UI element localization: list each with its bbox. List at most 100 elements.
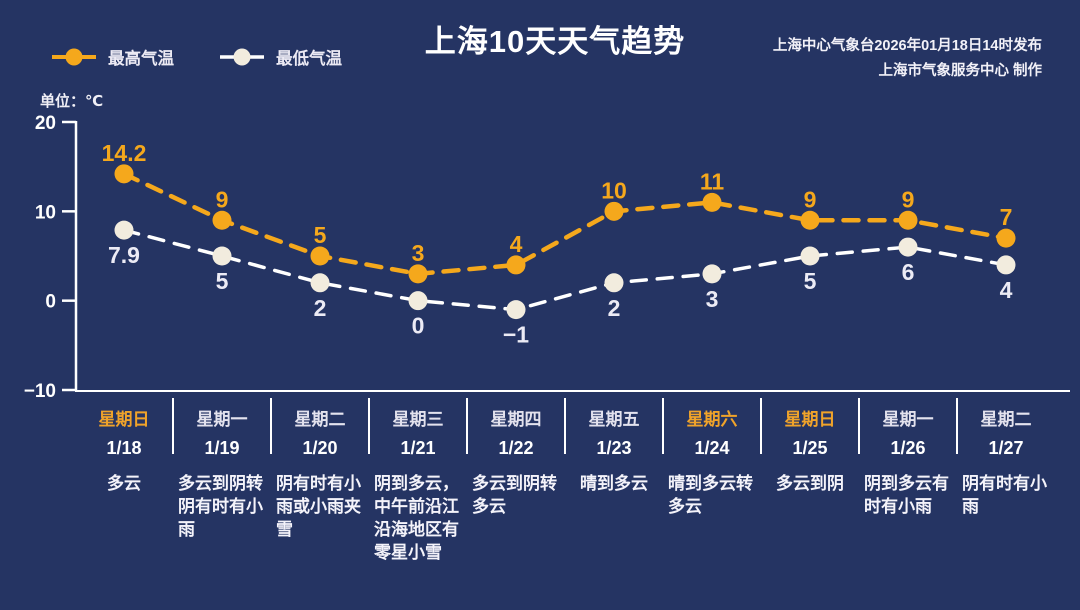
max-temp-point xyxy=(310,246,330,266)
date-label: 1/24 xyxy=(694,438,730,458)
y-axis-tick-label: 10 xyxy=(35,202,56,223)
max-temp-value-label: 5 xyxy=(314,222,327,248)
max-temp-point xyxy=(408,264,428,284)
min-temp-value-label: 2 xyxy=(608,295,621,321)
column-divider xyxy=(466,398,468,454)
max-temp-point xyxy=(800,210,820,230)
min-temp-value-label: 4 xyxy=(1000,277,1013,303)
weather-description: 多云到阴转阴有时有小雨 xyxy=(178,474,263,539)
max-temp-point xyxy=(212,210,232,230)
min-temp-point xyxy=(310,273,330,293)
min-temp-point xyxy=(800,246,820,266)
column-divider xyxy=(662,398,664,454)
date-label: 1/22 xyxy=(498,438,534,458)
column-divider xyxy=(270,398,272,454)
min-temp-point xyxy=(212,246,232,266)
column-divider xyxy=(368,398,370,454)
min-temp-value-label: 3 xyxy=(706,286,719,312)
weekday-label: 星期日 xyxy=(98,410,150,429)
day-column: 星期二 1/20 阴有时有小雨或小雨夹雪 xyxy=(271,392,369,541)
weekday-label: 星期四 xyxy=(490,410,542,429)
weekday-label: 星期日 xyxy=(784,410,836,429)
max-temp-value-label: 3 xyxy=(412,240,425,266)
day-column: 星期日 1/18 多云 xyxy=(75,392,173,495)
date-label: 1/21 xyxy=(400,438,436,458)
min-temp-value-label: −1 xyxy=(503,322,529,348)
min-temp-value-label: 2 xyxy=(314,295,327,321)
weekday-label: 星期一 xyxy=(196,410,248,429)
min-temp-point xyxy=(702,264,722,284)
weather-description: 阴有时有小雨 xyxy=(962,474,1047,516)
max-temp-value-label: 14.2 xyxy=(102,140,147,166)
column-divider xyxy=(564,398,566,454)
date-label: 1/20 xyxy=(302,438,338,458)
day-column: 星期三 1/21 阴到多云，中午前沿江沿海地区有零星小雪 xyxy=(369,392,467,564)
weekday-label: 星期二 xyxy=(980,410,1032,429)
day-column: 星期日 1/25 多云到阴 xyxy=(761,392,859,495)
min-temp-value-label: 5 xyxy=(804,268,817,294)
min-temp-value-label: 5 xyxy=(216,268,229,294)
day-column: 星期六 1/24 晴到多云转多云 xyxy=(663,392,761,518)
y-axis-tick-label: 20 xyxy=(35,113,56,134)
weather-description: 晴到多云转多云 xyxy=(668,474,753,516)
y-axis-tick-label: −10 xyxy=(24,381,56,402)
weekday-label: 星期六 xyxy=(686,410,738,429)
legend-min-label: 最低气温 xyxy=(276,50,342,68)
weekday-label: 星期三 xyxy=(392,410,444,429)
max-temp-point xyxy=(702,192,722,212)
date-label: 1/19 xyxy=(204,438,240,458)
day-column: 星期一 1/26 阴到多云有时有小雨 xyxy=(859,392,957,518)
max-temp-point xyxy=(996,228,1016,248)
date-label: 1/25 xyxy=(792,438,828,458)
date-label: 1/23 xyxy=(596,438,632,458)
max-temp-value-label: 9 xyxy=(216,186,229,212)
min-temp-value-label: 0 xyxy=(412,313,425,339)
day-column: 星期四 1/22 多云到阴转多云 xyxy=(467,392,565,518)
day-column: 星期二 1/27 阴有时有小雨 xyxy=(957,392,1055,518)
weather-description: 晴到多云 xyxy=(580,474,648,493)
max-temp-line xyxy=(121,171,1009,277)
legend-item-min-temp: 最低气温 xyxy=(218,44,342,70)
weekday-label: 星期二 xyxy=(294,410,346,429)
legend-item-max-temp: 最高气温 xyxy=(50,44,174,70)
weather-description: 多云 xyxy=(107,474,141,493)
weather-description: 阴到多云，中午前沿江沿海地区有零星小雪 xyxy=(374,474,459,562)
column-divider xyxy=(172,398,174,454)
max-temp-legend-marker-icon xyxy=(52,48,96,66)
source-block: 上海中心气象台2026年01月18日14时发布 上海市气象服务中心 制作 xyxy=(773,34,1042,84)
min-temp-value-label: 6 xyxy=(902,259,915,285)
min-temp-point xyxy=(114,220,134,240)
day-column: 星期五 1/23 晴到多云 xyxy=(565,392,663,495)
max-temp-value-label: 4 xyxy=(510,231,523,257)
weekday-label: 星期一 xyxy=(882,410,934,429)
column-divider xyxy=(858,398,860,454)
min-temp-point xyxy=(408,291,428,311)
weekday-label: 星期五 xyxy=(588,410,640,429)
producer-text: 上海市气象服务中心 制作 xyxy=(878,63,1042,79)
date-label: 1/18 xyxy=(106,438,142,458)
issued-text: 上海中心气象台2026年01月18日14时发布 xyxy=(772,38,1042,54)
weather-description: 阴有时有小雨或小雨夹雪 xyxy=(276,474,361,539)
column-divider xyxy=(956,398,958,454)
max-temp-value-label: 7 xyxy=(1000,204,1013,230)
page-title: 上海10天天气趋势 xyxy=(424,24,686,59)
unit-label: 单位：℃ xyxy=(40,93,104,110)
legend-max-label: 最高气温 xyxy=(108,50,174,68)
max-temp-point xyxy=(506,255,526,275)
chart-legend: 最高气温 最低气温 xyxy=(50,44,342,70)
min-temp-point xyxy=(996,255,1016,275)
min-temp-point xyxy=(898,237,918,257)
day-table: 星期日 1/18 多云 星期一 1/19 多云到阴转阴有时有小雨 星期二 1/20 阴有时有小雨… xyxy=(75,390,1070,600)
weather-description: 多云到阴 xyxy=(776,474,844,493)
min-temp-legend-marker-icon xyxy=(220,48,264,66)
max-temp-value-label: 9 xyxy=(804,186,817,212)
day-column: 星期一 1/19 多云到阴转阴有时有小雨 xyxy=(173,392,271,541)
date-label: 1/26 xyxy=(890,438,926,458)
column-divider xyxy=(760,398,762,454)
date-label: 1/27 xyxy=(988,438,1024,458)
min-temp-point xyxy=(506,300,526,320)
y-axis-tick-label: 0 xyxy=(45,292,56,313)
min-temp-point xyxy=(604,273,624,293)
max-temp-point xyxy=(604,201,624,221)
